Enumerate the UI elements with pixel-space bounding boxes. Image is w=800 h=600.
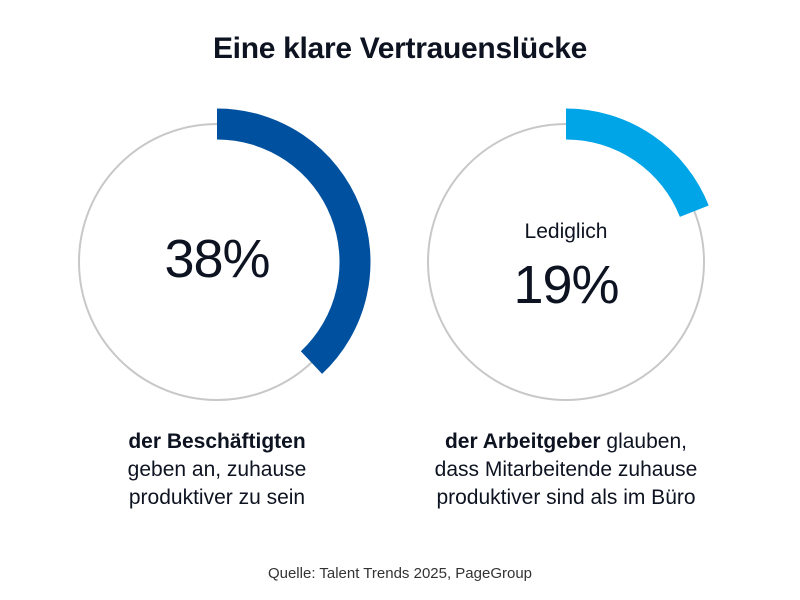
value-label-employers: 19%	[513, 255, 619, 315]
ring-value-arc	[216, 108, 371, 374]
prefix-label: Lediglich	[524, 220, 608, 243]
caption-line: produktiver zu sein	[128, 486, 306, 509]
caption-bold: der Arbeitgeber	[444, 430, 601, 453]
caption-employers: der Arbeitgeber glauben, dass Mitarbeite…	[386, 428, 746, 512]
ring-value-arc	[565, 108, 709, 218]
chart-title: Eine klare Vertrauenslücke	[212, 32, 588, 65]
caption-line: produktiver sind als im Büro	[436, 486, 696, 509]
caption-line: dass Mitarbeitende zuhause	[434, 458, 698, 481]
source-note: Quelle: Talent Trends 2025, PageGroup	[267, 565, 533, 582]
caption-bold: der Beschäftigten	[128, 430, 306, 453]
value-label-employees: 38%	[164, 229, 270, 289]
caption-text: glauben,	[600, 430, 687, 453]
caption-employees: der Beschäftigten geben an, zuhause prod…	[37, 428, 397, 512]
caption-line: geben an, zuhause	[127, 458, 307, 481]
